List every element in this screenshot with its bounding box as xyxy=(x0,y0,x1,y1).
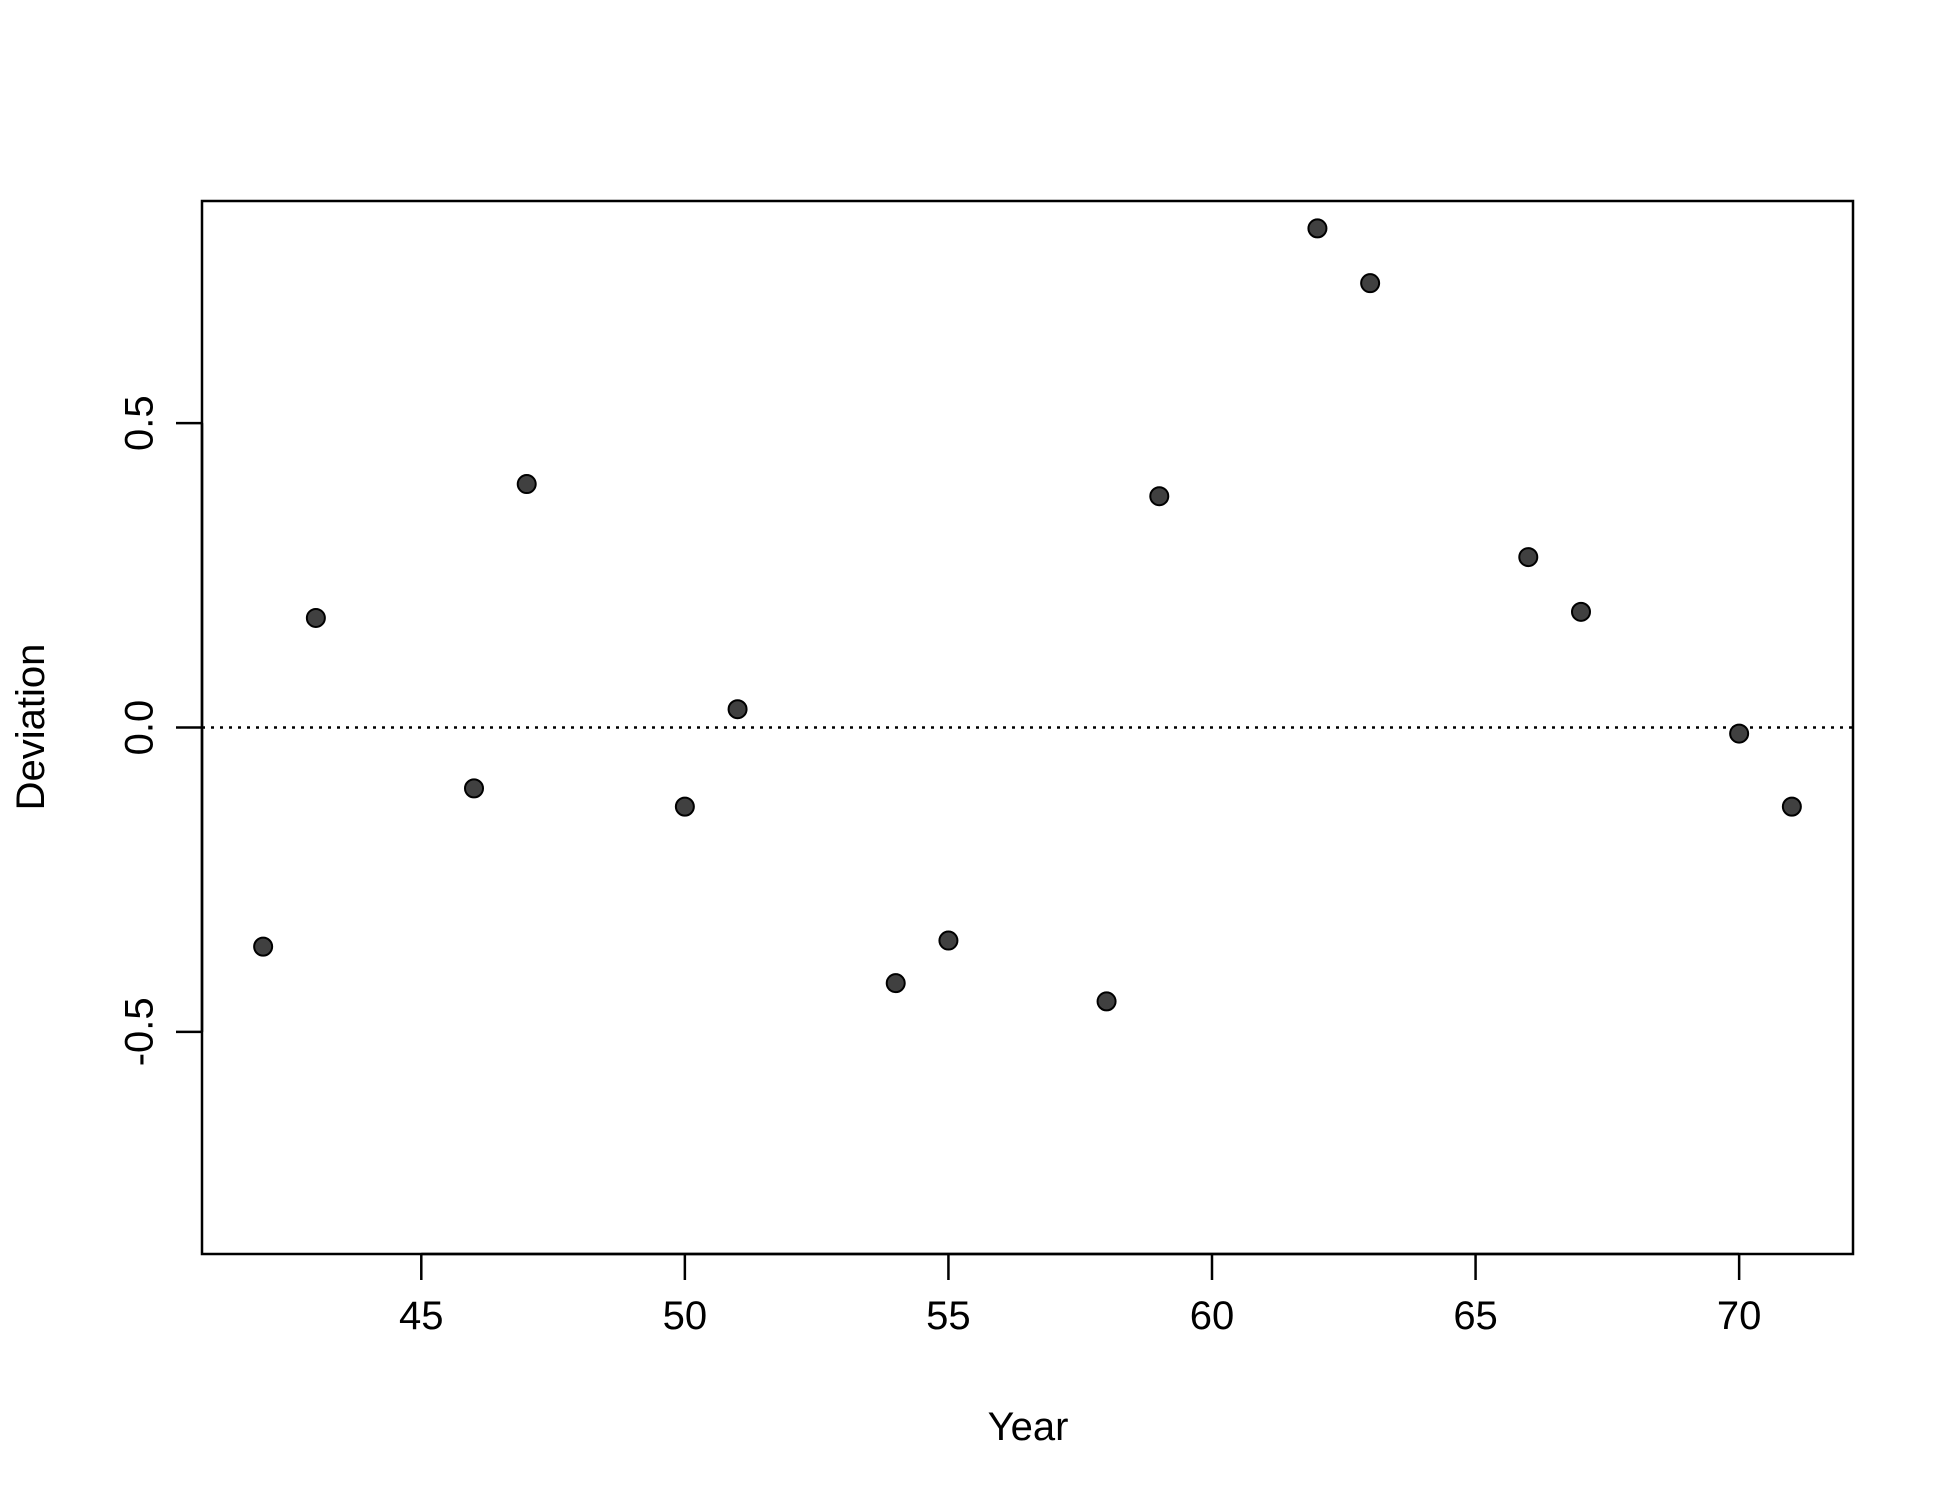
x-axis-label: Year xyxy=(988,1405,1069,1449)
data-point xyxy=(1570,601,1591,622)
y-tick-label: 0.0 xyxy=(118,700,162,756)
x-tick-label: 60 xyxy=(1190,1294,1235,1338)
y-tick-label: -0.5 xyxy=(118,997,162,1066)
data-points xyxy=(253,218,1802,1012)
x-tick-label: 70 xyxy=(1717,1294,1762,1338)
x-tick-label: 65 xyxy=(1453,1294,1498,1338)
y-tick-label: 0.5 xyxy=(118,395,162,451)
data-point xyxy=(1360,273,1381,294)
data-point xyxy=(1518,547,1539,568)
data-point xyxy=(305,607,326,628)
x-tick-label: 50 xyxy=(663,1294,708,1338)
data-point xyxy=(674,796,695,817)
x-tick-label: 55 xyxy=(926,1294,971,1338)
data-point xyxy=(1096,991,1117,1012)
x-tick-label: 45 xyxy=(399,1294,444,1338)
data-point xyxy=(1307,218,1328,239)
data-point xyxy=(885,973,906,994)
y-axis: -0.5 0.0 0.5 xyxy=(118,395,204,1066)
data-point xyxy=(938,930,959,951)
data-point xyxy=(1729,723,1750,744)
data-point xyxy=(253,936,274,957)
data-point xyxy=(1781,796,1802,817)
data-point xyxy=(464,778,485,799)
data-point xyxy=(1149,486,1170,507)
x-axis: 45 50 55 60 65 70 xyxy=(399,1252,1762,1338)
y-axis-label: Deviation xyxy=(9,644,53,811)
data-point xyxy=(516,474,537,495)
data-point xyxy=(727,699,748,720)
